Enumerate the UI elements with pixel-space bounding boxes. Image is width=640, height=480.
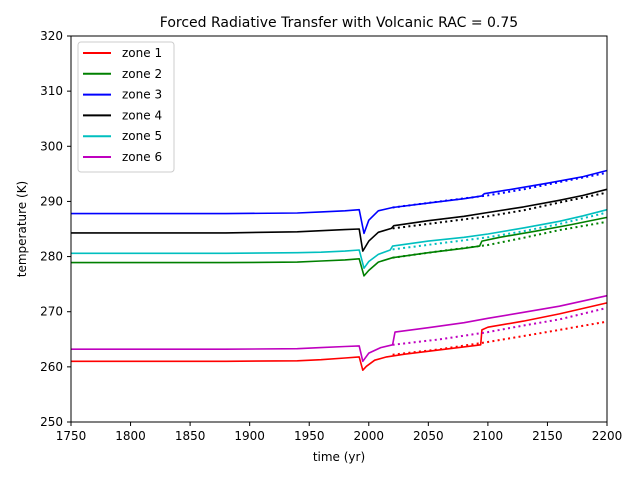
legend-label: zone 6 [122, 150, 162, 164]
x-tick-label: 1950 [294, 429, 325, 443]
x-tick-label: 2150 [532, 429, 563, 443]
y-tick-label: 320 [40, 29, 63, 43]
x-axis-label: time (yr) [313, 450, 365, 464]
series-layer [71, 169, 608, 372]
x-tick-label: 2200 [592, 429, 623, 443]
x-tick-label: 1750 [56, 429, 87, 443]
x-tick-label: 1800 [115, 429, 146, 443]
y-tick-label: 280 [40, 250, 63, 264]
chart-title: Forced Radiative Transfer with Volcanic … [160, 15, 518, 31]
y-axis-label: temperature (K) [15, 181, 29, 277]
x-tick-label: 2050 [413, 429, 444, 443]
zone-6-solid-line [71, 294, 608, 363]
zone-3-solid-line [71, 169, 608, 235]
zone-2-solid-line [71, 216, 608, 277]
y-tick-label: 270 [40, 305, 63, 319]
zone-5-solid-line [71, 208, 608, 270]
y-axis: 250 260 270 280 290 300 310 320 [40, 29, 71, 429]
x-tick-label: 1900 [234, 429, 265, 443]
y-tick-label: 310 [40, 84, 63, 98]
zone-1-dotted-line [392, 320, 608, 356]
zone-4-solid-line [71, 188, 608, 252]
x-tick-label: 2100 [473, 429, 504, 443]
x-axis: 1750 1800 1850 1900 1950 2000 2050 2100 2150 2200 [56, 422, 623, 443]
x-tick-label: 1850 [175, 429, 206, 443]
axes-frame [70, 35, 608, 423]
legend-label: zone 1 [122, 46, 162, 60]
y-tick-label: 300 [40, 139, 63, 153]
y-tick-label: 250 [40, 415, 63, 429]
x-tick-label: 2000 [354, 429, 385, 443]
legend-label: zone 4 [122, 108, 162, 122]
legend-label: zone 3 [122, 88, 162, 102]
y-tick-label: 260 [40, 360, 63, 374]
zone-1-solid-line [71, 302, 608, 372]
zone-3-dotted-line [392, 171, 608, 209]
legend-label: zone 2 [122, 67, 162, 81]
legend-label: zone 5 [122, 129, 162, 143]
legend: zone 1 zone 2 zone 3 zone 4 zone 5 zone 6 [77, 41, 175, 173]
y-tick-label: 290 [40, 194, 63, 208]
